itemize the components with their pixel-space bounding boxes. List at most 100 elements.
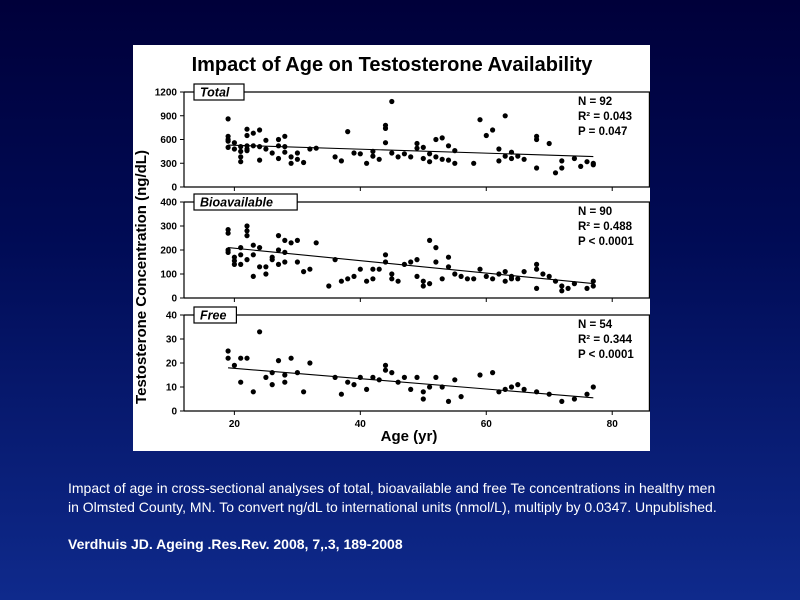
data-point	[382, 367, 389, 373]
data-point	[471, 276, 477, 282]
data-point	[502, 278, 508, 284]
data-point	[288, 355, 294, 361]
data-point	[590, 384, 596, 390]
data-point	[490, 127, 496, 133]
data-point	[534, 261, 540, 267]
data-point	[565, 285, 571, 291]
chart-panel: Impact of Age on Testosterone Availabili…	[133, 45, 650, 451]
data-point	[288, 240, 294, 246]
data-point	[427, 159, 433, 165]
data-point	[376, 156, 382, 162]
data-point	[483, 132, 489, 139]
data-point	[225, 230, 231, 236]
data-point	[225, 355, 231, 361]
data-point	[231, 261, 237, 267]
stats-line: R² = 0.488	[578, 221, 633, 233]
data-point	[370, 276, 376, 282]
data-point	[244, 257, 250, 263]
data-point	[559, 283, 565, 289]
data-point	[458, 273, 464, 279]
data-point	[521, 386, 527, 392]
data-point	[294, 237, 300, 243]
data-point	[307, 266, 313, 272]
data-point	[244, 233, 250, 239]
data-point	[332, 154, 338, 160]
trend-line	[228, 144, 594, 158]
data-point	[345, 276, 351, 282]
y-tick-label: 0	[171, 294, 177, 305]
data-point	[282, 249, 288, 255]
data-point	[427, 281, 433, 287]
chart-svg: Impact of Age on Testosterone Availabili…	[133, 54, 650, 445]
data-point	[508, 384, 515, 390]
data-point	[382, 362, 389, 368]
data-point	[275, 143, 282, 149]
data-point	[332, 374, 338, 380]
x-tick-label: 60	[481, 419, 493, 430]
data-point	[225, 138, 231, 144]
panel-total: 0 300 600 900 1200 Total N = 92 R² = 0.043 P = 0…	[155, 83, 650, 194]
data-point	[250, 130, 256, 136]
y-axis-label: Testosterone Concentration (ng/dL)	[133, 150, 150, 404]
data-point	[414, 140, 420, 147]
data-point	[231, 258, 237, 264]
data-point	[445, 143, 452, 149]
data-point	[433, 154, 439, 160]
data-point	[263, 137, 269, 143]
data-point	[357, 266, 363, 272]
data-point	[414, 273, 420, 279]
data-point	[244, 228, 250, 234]
data-point	[282, 237, 288, 243]
data-point	[282, 259, 288, 265]
stats-line: R² = 0.043	[578, 111, 632, 123]
y-tick-label: 0	[171, 407, 177, 418]
data-point	[282, 379, 288, 385]
data-point	[282, 133, 288, 139]
citation-text: Verdhuis JD. Ageing .Res.Rev. 2008, 7,.3…	[68, 536, 403, 552]
data-point	[294, 150, 300, 156]
data-point	[231, 362, 237, 368]
data-point	[269, 257, 275, 263]
data-point	[584, 159, 590, 165]
data-point	[364, 160, 370, 166]
data-point	[351, 273, 357, 279]
data-point	[401, 261, 407, 267]
data-point	[257, 157, 263, 163]
data-point	[546, 140, 552, 147]
data-point	[263, 146, 269, 152]
data-point	[508, 155, 515, 162]
data-point	[238, 261, 244, 267]
data-point	[540, 271, 546, 277]
data-point	[338, 158, 344, 164]
data-point	[345, 129, 351, 135]
caption-text: Impact of age in cross-sectional analyse…	[68, 480, 717, 515]
data-point	[515, 276, 521, 282]
data-point	[414, 145, 420, 151]
data-point	[370, 266, 376, 272]
data-point	[408, 386, 414, 392]
data-point	[590, 162, 596, 168]
panel-bioavailable: 0 100 200 300 400 Bioavailable N = 90 R² = 0.48…	[160, 193, 650, 305]
data-point	[282, 372, 288, 378]
data-point	[420, 155, 426, 162]
data-point	[590, 283, 596, 289]
data-point	[244, 126, 250, 132]
y-tick-label: 10	[166, 383, 178, 394]
data-point	[490, 276, 496, 282]
data-point	[490, 370, 496, 376]
panel-label: Bioavailable	[193, 193, 298, 211]
data-point	[238, 159, 244, 165]
data-point	[301, 389, 307, 395]
data-point	[439, 135, 445, 141]
y-tick-label: 20	[166, 359, 178, 370]
data-point	[244, 148, 250, 154]
data-point	[301, 269, 307, 275]
data-point	[257, 329, 263, 335]
data-point	[389, 276, 395, 282]
data-point	[559, 165, 565, 171]
data-point	[275, 358, 282, 364]
data-point	[408, 259, 414, 265]
data-point	[433, 374, 439, 380]
stats-line: N = 54	[578, 319, 613, 331]
data-point	[521, 156, 527, 162]
